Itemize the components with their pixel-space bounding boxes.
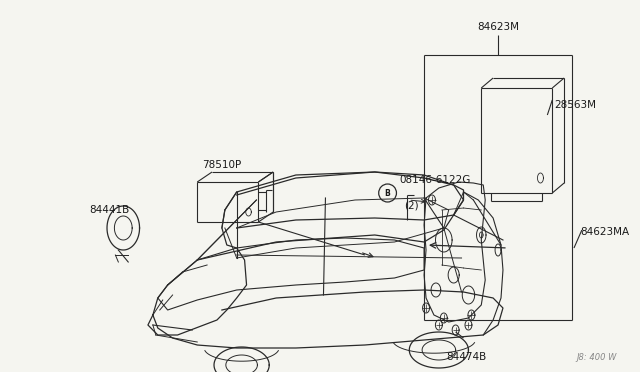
- Text: 08146-6122G: 08146-6122G: [399, 175, 471, 185]
- Text: B: B: [385, 189, 390, 198]
- Text: 78510P: 78510P: [202, 160, 241, 170]
- Text: (2): (2): [404, 200, 419, 210]
- Text: 84474B: 84474B: [446, 352, 486, 362]
- Text: J8: 400 W: J8: 400 W: [576, 353, 616, 362]
- Text: 84623M: 84623M: [477, 22, 519, 32]
- Text: 28563M: 28563M: [554, 100, 596, 110]
- Text: 84441B: 84441B: [89, 205, 129, 215]
- Text: 84623MA: 84623MA: [580, 227, 629, 237]
